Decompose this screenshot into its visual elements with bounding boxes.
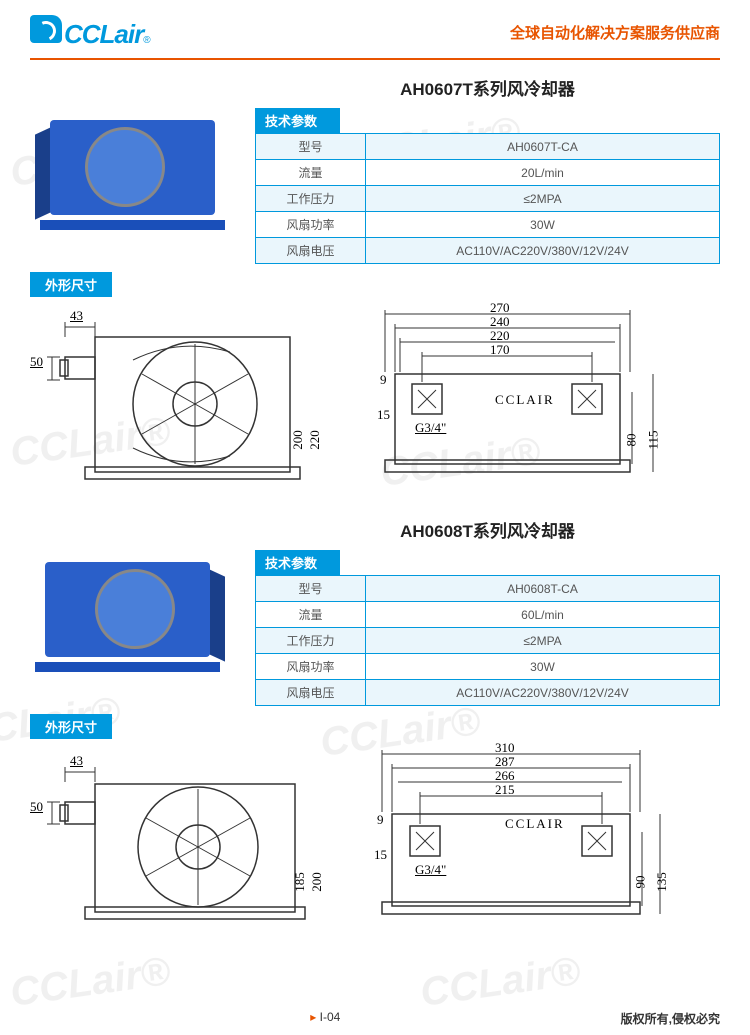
spec-table-header: 技术参数: [255, 108, 340, 133]
dim-brand: CCLAIR: [495, 392, 555, 408]
spec-label: 型号: [256, 576, 366, 602]
spec-value: AC110V/AC220V/380V/12V/24V: [366, 238, 720, 264]
spec-table: 型号AH0608T-CA 流量60L/min 工作压力≤2MPA 风扇功率30W…: [255, 575, 720, 706]
spec-label: 风扇功率: [256, 654, 366, 680]
dim-label: 50: [30, 354, 43, 370]
dim-label: 115: [646, 430, 662, 449]
product-image-0607: [30, 75, 230, 225]
dim-label: 215: [495, 782, 515, 798]
dim-label: 15: [377, 407, 390, 423]
dim-label: 135: [654, 872, 670, 892]
spec-label: 流量: [256, 602, 366, 628]
spec-label: 工作压力: [256, 628, 366, 654]
side-view-drawing: 270 240 220 170 9 15 G3/4" CCLAIR 80 115: [350, 302, 670, 492]
header-divider: [30, 58, 720, 60]
spec-value: 60L/min: [366, 602, 720, 628]
dim-label: 43: [70, 753, 83, 769]
brand-slogan: 全球自动化解决方案服务供应商: [510, 22, 720, 43]
spec-value: AC110V/AC220V/380V/12V/24V: [366, 680, 720, 706]
copyright: 版权所有,侵权必究: [621, 1010, 720, 1027]
spec-label: 流量: [256, 160, 366, 186]
side-view-drawing: 310 287 266 215 9 15 G3/4" CCLAIR 90 135: [350, 744, 670, 934]
product-title: AH0607T系列风冷却器: [255, 75, 720, 100]
dim-label: 50: [30, 799, 43, 815]
dim-label: 15: [374, 847, 387, 863]
dim-label: 80: [624, 434, 640, 447]
spec-table: 型号AH0607T-CA 流量20L/min 工作压力≤2MPA 风扇功率30W…: [255, 133, 720, 264]
watermark: CCLair®: [8, 949, 173, 1016]
spec-label: 型号: [256, 134, 366, 160]
page-footer: I-04 版权所有,侵权必究: [0, 1010, 750, 1027]
dim-label: 170: [490, 342, 510, 358]
brand-logo-mark: [30, 15, 62, 43]
spec-value: AH0608T-CA: [366, 576, 720, 602]
product-section-0607: AH0607T系列风冷却器 技术参数 型号AH0607T-CA 流量20L/mi…: [0, 70, 750, 492]
page-number: I-04: [310, 1010, 340, 1027]
spec-label: 工作压力: [256, 186, 366, 212]
spec-label: 风扇电压: [256, 238, 366, 264]
spec-label: 风扇电压: [256, 680, 366, 706]
product-title: AH0608T系列风冷却器: [255, 517, 720, 542]
dim-label: 185: [292, 872, 308, 892]
dim-label: G3/4": [415, 862, 446, 878]
dim-label: 200: [309, 872, 325, 892]
dim-label: 9: [377, 812, 384, 828]
spec-table-header: 技术参数: [255, 550, 340, 575]
brand-logo: CCLair ®: [30, 15, 151, 50]
brand-logo-reg: ®: [143, 35, 150, 46]
front-view-drawing: 43 50 200 220: [30, 302, 320, 492]
dim-label: 200: [290, 430, 306, 450]
product-image-0608: [30, 517, 230, 667]
spec-value: 20L/min: [366, 160, 720, 186]
dim-label: G3/4": [415, 420, 446, 436]
spec-value: ≤2MPA: [366, 186, 720, 212]
watermark: CCLair®: [418, 949, 583, 1016]
dim-label: 90: [633, 876, 649, 889]
dimensions-header: 外形尺寸: [30, 272, 112, 297]
dim-brand: CCLAIR: [505, 816, 565, 832]
spec-value: ≤2MPA: [366, 628, 720, 654]
spec-value: AH0607T-CA: [366, 134, 720, 160]
page-header: CCLair ® 全球自动化解决方案服务供应商: [0, 0, 750, 58]
spec-label: 风扇功率: [256, 212, 366, 238]
dim-label: 220: [307, 430, 323, 450]
brand-logo-text: CCLair: [64, 19, 143, 50]
spec-value: 30W: [366, 654, 720, 680]
product-section-0608: AH0608T系列风冷却器 技术参数 型号AH0608T-CA 流量60L/mi…: [0, 512, 750, 934]
dim-label: 9: [380, 372, 387, 388]
front-view-drawing: 43 50 185 200: [30, 744, 320, 934]
spec-value: 30W: [366, 212, 720, 238]
dimensions-header: 外形尺寸: [30, 714, 112, 739]
dim-label: 43: [70, 308, 83, 324]
